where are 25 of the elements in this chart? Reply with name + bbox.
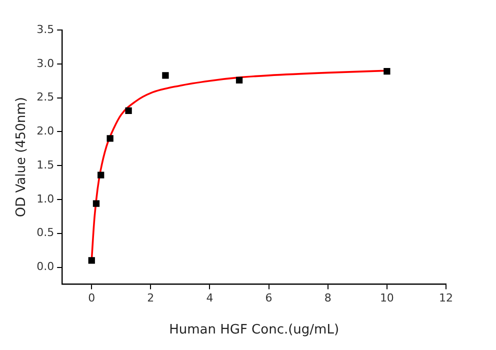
- x-tick-label: 6: [265, 292, 272, 305]
- y-tick-label: 0.0: [36, 260, 54, 274]
- y-tick-label: 3.5: [36, 22, 54, 36]
- point: [236, 76, 243, 84]
- y-tick-label: 2.0: [36, 124, 54, 138]
- x-tick-label: 8: [324, 292, 332, 305]
- x-tick-label: 2: [147, 292, 154, 305]
- y-tick-label: 1.0: [36, 192, 54, 206]
- point: [92, 200, 100, 207]
- x-tick-label: 12: [439, 292, 453, 305]
- y-tick-label: 2.5: [36, 90, 54, 104]
- point: [125, 107, 132, 114]
- y-tick-label: 3.0: [36, 56, 54, 70]
- x-axis-title: Human HGF Conc.(ug/mL): [169, 322, 340, 338]
- point: [88, 257, 95, 264]
- point: [162, 72, 169, 79]
- point: [106, 135, 114, 142]
- y-tick-label: 0.5: [36, 226, 54, 240]
- y-tick-label: 1.5: [36, 158, 54, 172]
- y-axis-title: OD Value (450nm): [14, 97, 30, 218]
- x-tick-label: 4: [206, 292, 214, 305]
- point: [98, 172, 104, 178]
- x-tick-label: 0: [88, 292, 96, 305]
- point: [384, 68, 390, 75]
- x-tick-label: 10: [380, 292, 394, 305]
